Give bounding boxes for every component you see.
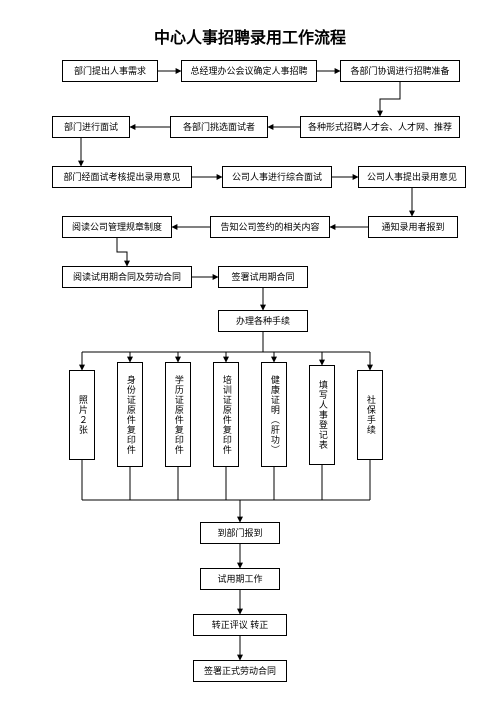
node-n5: 各部门挑选面试者 xyxy=(170,116,268,138)
node-n2: 总经理办公会议确定人事招聘 xyxy=(181,60,317,82)
node-n13: 阅读试用期合同及劳动合同 xyxy=(62,266,192,288)
node-n12: 通知录用者报到 xyxy=(368,216,458,238)
node-n14: 签署试用期合同 xyxy=(218,266,308,288)
node-n6: 各种形式招聘人才会、人才网、推荐 xyxy=(300,116,460,138)
node-n4: 部门进行面试 xyxy=(52,116,130,138)
node-n8: 公司人事进行综合面试 xyxy=(222,166,332,188)
node-n7: 部门经面试考核提出录用意见 xyxy=(52,166,192,188)
node-n19: 签署正式劳动合同 xyxy=(193,660,287,682)
node-n11: 告知公司签约的相关内容 xyxy=(210,216,330,238)
node-n10: 阅读公司管理规章制度 xyxy=(62,216,172,238)
page-title: 中心人事招聘录用工作流程 xyxy=(0,24,500,48)
node-v7: 社保手续 xyxy=(357,370,383,460)
node-v3: 学历证原件复印件 xyxy=(165,362,191,467)
node-n18: 转正评议 转正 xyxy=(193,614,287,636)
node-n16: 到部门报到 xyxy=(200,522,280,544)
node-v2: 身份证原件复印件 xyxy=(117,362,143,467)
node-n9: 公司人事提出录用意见 xyxy=(358,166,466,188)
edge-layer xyxy=(0,0,500,708)
node-n17: 试用期工作 xyxy=(200,568,280,590)
node-n3: 各部门协调进行招聘准备 xyxy=(340,60,460,82)
node-v6: 填写人事登记表 xyxy=(309,365,335,465)
node-v1: 照片２张 xyxy=(69,370,95,460)
node-v5: 健康证明（肝功） xyxy=(261,362,287,467)
node-n15: 办理各种手续 xyxy=(218,310,308,332)
node-v4: 培训证原件复印件 xyxy=(213,362,239,467)
node-n1: 部门提出人事需求 xyxy=(62,60,158,82)
